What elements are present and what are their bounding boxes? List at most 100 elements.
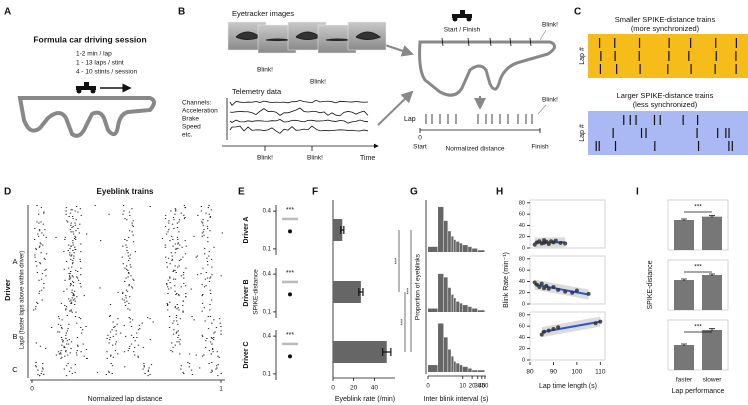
track-blink <box>467 37 470 47</box>
histogram-bar <box>462 245 468 252</box>
axis-label: Inter blink interval (s) <box>424 396 489 403</box>
blink-dot <box>133 346 136 348</box>
blink-dot <box>33 239 36 240</box>
blink-dot <box>121 256 124 258</box>
blink-dot <box>38 246 41 248</box>
panel-label: E <box>238 187 245 198</box>
blink-dot <box>39 262 41 264</box>
blink-dot <box>124 267 126 269</box>
blink-dot <box>143 363 145 364</box>
histogram-bar <box>453 298 456 312</box>
blink-dot <box>75 269 77 271</box>
axis-label: SPIKE-distance <box>253 269 260 315</box>
blink-dot <box>123 324 125 326</box>
session-detail: 1-2 min / lap <box>76 51 112 58</box>
scatter-point <box>546 242 551 247</box>
histogram-bar <box>468 368 472 372</box>
blink-dot <box>44 229 46 231</box>
axis-label: Proportion of eyeblinks <box>415 253 422 320</box>
error-bar <box>709 328 715 332</box>
blink-dot <box>171 260 173 261</box>
blink-dot <box>191 316 193 317</box>
blink-dot <box>126 246 128 248</box>
blink-dot <box>152 321 154 323</box>
blink-dot <box>176 222 178 224</box>
y-tick-label: 0.1 <box>263 371 272 377</box>
blink-dot <box>169 277 171 279</box>
y-tick-label: 80 <box>519 200 525 206</box>
blink-dot <box>63 251 65 253</box>
blink-dot <box>72 260 74 261</box>
train-title: Smaller SPIKE-distance trains <box>615 15 716 24</box>
blink-dot <box>42 368 44 370</box>
blink-dot <box>174 306 177 308</box>
section-title: Eyetracker images <box>232 9 294 18</box>
blink-dot <box>109 304 112 305</box>
blink-dot <box>119 332 122 334</box>
blink-dot <box>168 288 170 290</box>
blink-dot <box>115 333 117 335</box>
blink-dot <box>211 362 213 363</box>
blink-dot <box>209 277 211 279</box>
blink-dot <box>71 311 73 313</box>
histogram-bar <box>428 308 438 312</box>
blink-dot <box>127 350 129 352</box>
blink-dot <box>68 273 70 275</box>
blink-dot <box>61 339 63 341</box>
x-tick-label: 0 <box>331 385 335 392</box>
blink-dot <box>126 250 128 251</box>
histogram-bar <box>468 246 472 252</box>
blink-dot <box>65 213 67 215</box>
blink-dot <box>170 252 173 254</box>
blink-dot <box>79 261 82 262</box>
blink-dot <box>129 318 131 320</box>
histogram-bar <box>477 250 485 252</box>
blink-dot <box>59 352 62 354</box>
blink-dot <box>69 252 71 254</box>
blink-dot <box>75 219 77 221</box>
blink-dot <box>213 246 215 248</box>
blink-dot <box>127 272 130 273</box>
blink-dot <box>204 320 206 322</box>
blink-dot <box>69 278 71 280</box>
blink-dot <box>207 328 210 330</box>
telemetry-trace <box>229 119 369 124</box>
blink-dot <box>178 265 180 267</box>
scatter-point <box>553 238 558 243</box>
blink-dot <box>80 286 82 288</box>
y-tick-label: 0 <box>522 357 525 363</box>
blink-dot <box>111 329 113 331</box>
x-tick-label: 1 <box>219 386 223 393</box>
panel-title: Eyeblink trains <box>97 187 154 196</box>
blink-dot <box>71 216 74 217</box>
blink-dot <box>202 267 204 269</box>
blink-dot <box>211 370 213 372</box>
blink-dot <box>72 231 74 233</box>
blink-dot <box>128 273 130 275</box>
train-title: Larger SPIKE-distance trains <box>617 91 714 100</box>
blink-dot <box>188 366 190 368</box>
blink-dot <box>196 274 199 276</box>
blink-dot <box>124 280 126 282</box>
blink-dot <box>201 284 203 286</box>
blink-dot <box>201 295 203 297</box>
blink-dot <box>171 235 173 237</box>
blink-dot <box>72 244 74 246</box>
bar <box>333 341 387 363</box>
blink-dot <box>207 207 210 209</box>
blink-dot <box>128 345 131 347</box>
blink-dot <box>80 327 82 328</box>
blink-dot <box>58 331 61 333</box>
blink-dot <box>35 265 38 267</box>
scatter-point <box>563 289 568 294</box>
blink-dot <box>60 357 62 359</box>
axis-label: SPIKE-distance <box>647 260 654 309</box>
blink-dot <box>106 351 108 353</box>
blink-dot <box>108 213 110 215</box>
blink-dot <box>136 337 138 338</box>
blink-dot <box>205 285 207 287</box>
scatter-point <box>544 283 549 288</box>
blink-dot <box>35 306 37 308</box>
blink-dot <box>147 370 149 372</box>
y-tick-label: 40 <box>519 279 525 285</box>
